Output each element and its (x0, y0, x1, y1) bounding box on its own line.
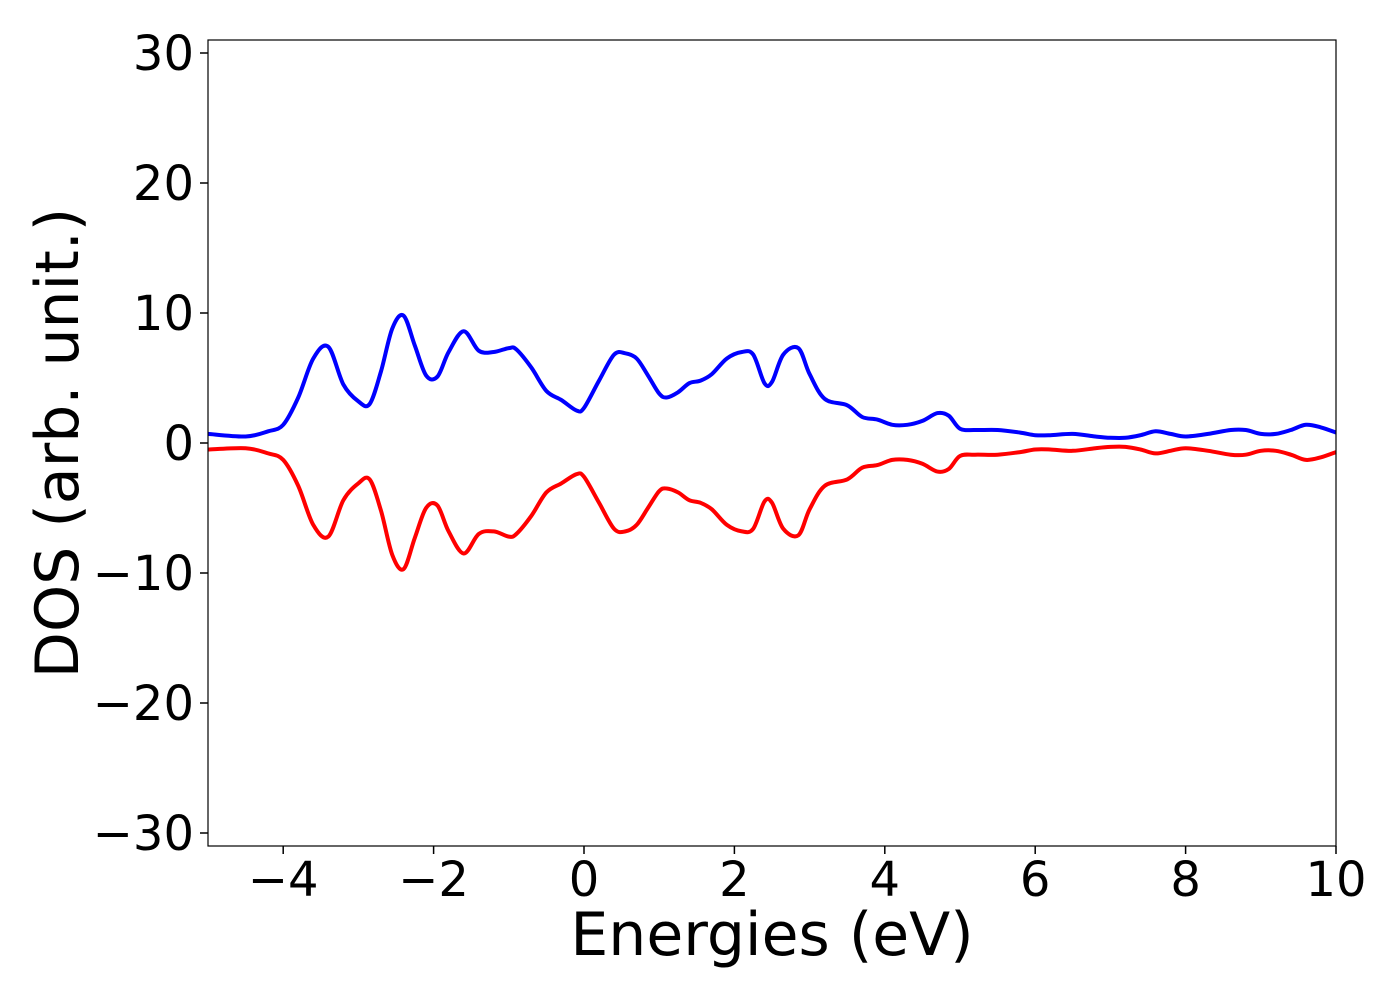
dos-line-red (207, 444, 1337, 572)
y-tick-label: 0 (163, 416, 194, 472)
series-layer (207, 312, 1337, 572)
dos-line-blue (207, 312, 1337, 441)
x-axis-label: Energies (eV) (570, 900, 973, 970)
x-tick-label: −4 (248, 852, 319, 908)
y-tick-label: 30 (133, 26, 194, 82)
x-tick-label: 6 (1020, 852, 1051, 908)
x-tick-label: 0 (569, 852, 600, 908)
y-tick-label: −20 (93, 676, 194, 732)
y-axis-label: DOS (arb. unit.) (23, 208, 93, 678)
x-tick-label: −2 (398, 852, 469, 908)
x-tick-label: 8 (1170, 852, 1201, 908)
y-axis: −30 −20 −10 0 10 20 30 (93, 26, 208, 862)
y-tick-label: −10 (93, 546, 194, 602)
y-tick-label: −30 (93, 806, 194, 862)
x-axis: −4 −2 0 2 4 6 8 10 (248, 846, 1367, 908)
x-tick-label: 10 (1305, 852, 1366, 908)
y-tick-label: 20 (133, 156, 194, 212)
plot-frame (207, 39, 1337, 847)
x-tick-label: 4 (870, 852, 901, 908)
y-tick-label: 10 (133, 286, 194, 342)
x-tick-label: 2 (719, 852, 750, 908)
